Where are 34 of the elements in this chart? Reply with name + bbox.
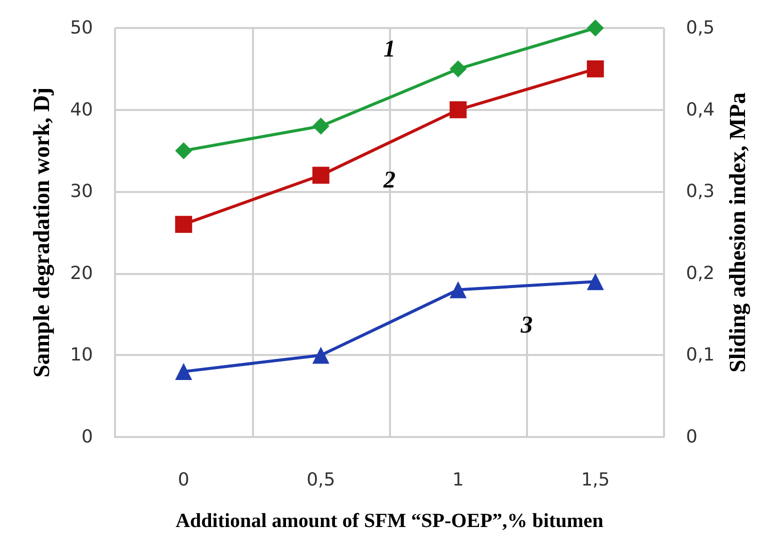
y2-tick-label: 0,4: [686, 99, 715, 120]
point: [586, 60, 604, 78]
x-tick-label: 1,5: [581, 470, 610, 490]
y2-tick-label: 0,1: [686, 344, 715, 366]
y2-axis-title: Sliding adhesion index, MPa: [725, 92, 751, 372]
y-axis-title: Sample degradation work, Dj: [29, 87, 55, 378]
point: [175, 142, 192, 160]
series-label: 1: [384, 36, 396, 63]
y-tick-label: 20: [70, 262, 93, 284]
point: [312, 346, 330, 364]
y-tick-label: 30: [70, 181, 93, 202]
series-label: 2: [382, 168, 396, 194]
y2-tick-label: 0,3: [686, 181, 715, 202]
point: [450, 281, 467, 298]
point: [175, 216, 192, 233]
y2-tick-label: 0: [686, 426, 698, 448]
y-tick-label: 0: [82, 426, 93, 448]
y-tick-label: 40: [70, 99, 93, 120]
point: [450, 60, 467, 78]
x-tick-label: 0,5: [306, 470, 336, 490]
point: [586, 20, 604, 36]
y-tick-label: 10: [70, 344, 93, 366]
x-tick-label: 1: [452, 470, 464, 490]
y2-tick-label: 0,2: [686, 262, 715, 284]
x-axis-title: Additional amount of SFM “SP-OEP”,% bitumen: [176, 510, 604, 532]
point: [175, 363, 192, 380]
point: [450, 101, 467, 118]
point: [312, 166, 330, 184]
point: [312, 118, 330, 135]
x-tick-label: 0: [178, 470, 190, 490]
series-label: 3: [520, 312, 533, 339]
y-tick-label: 50: [70, 18, 93, 38]
point: [586, 273, 604, 290]
y2-tick-label: 0,5: [686, 18, 715, 38]
